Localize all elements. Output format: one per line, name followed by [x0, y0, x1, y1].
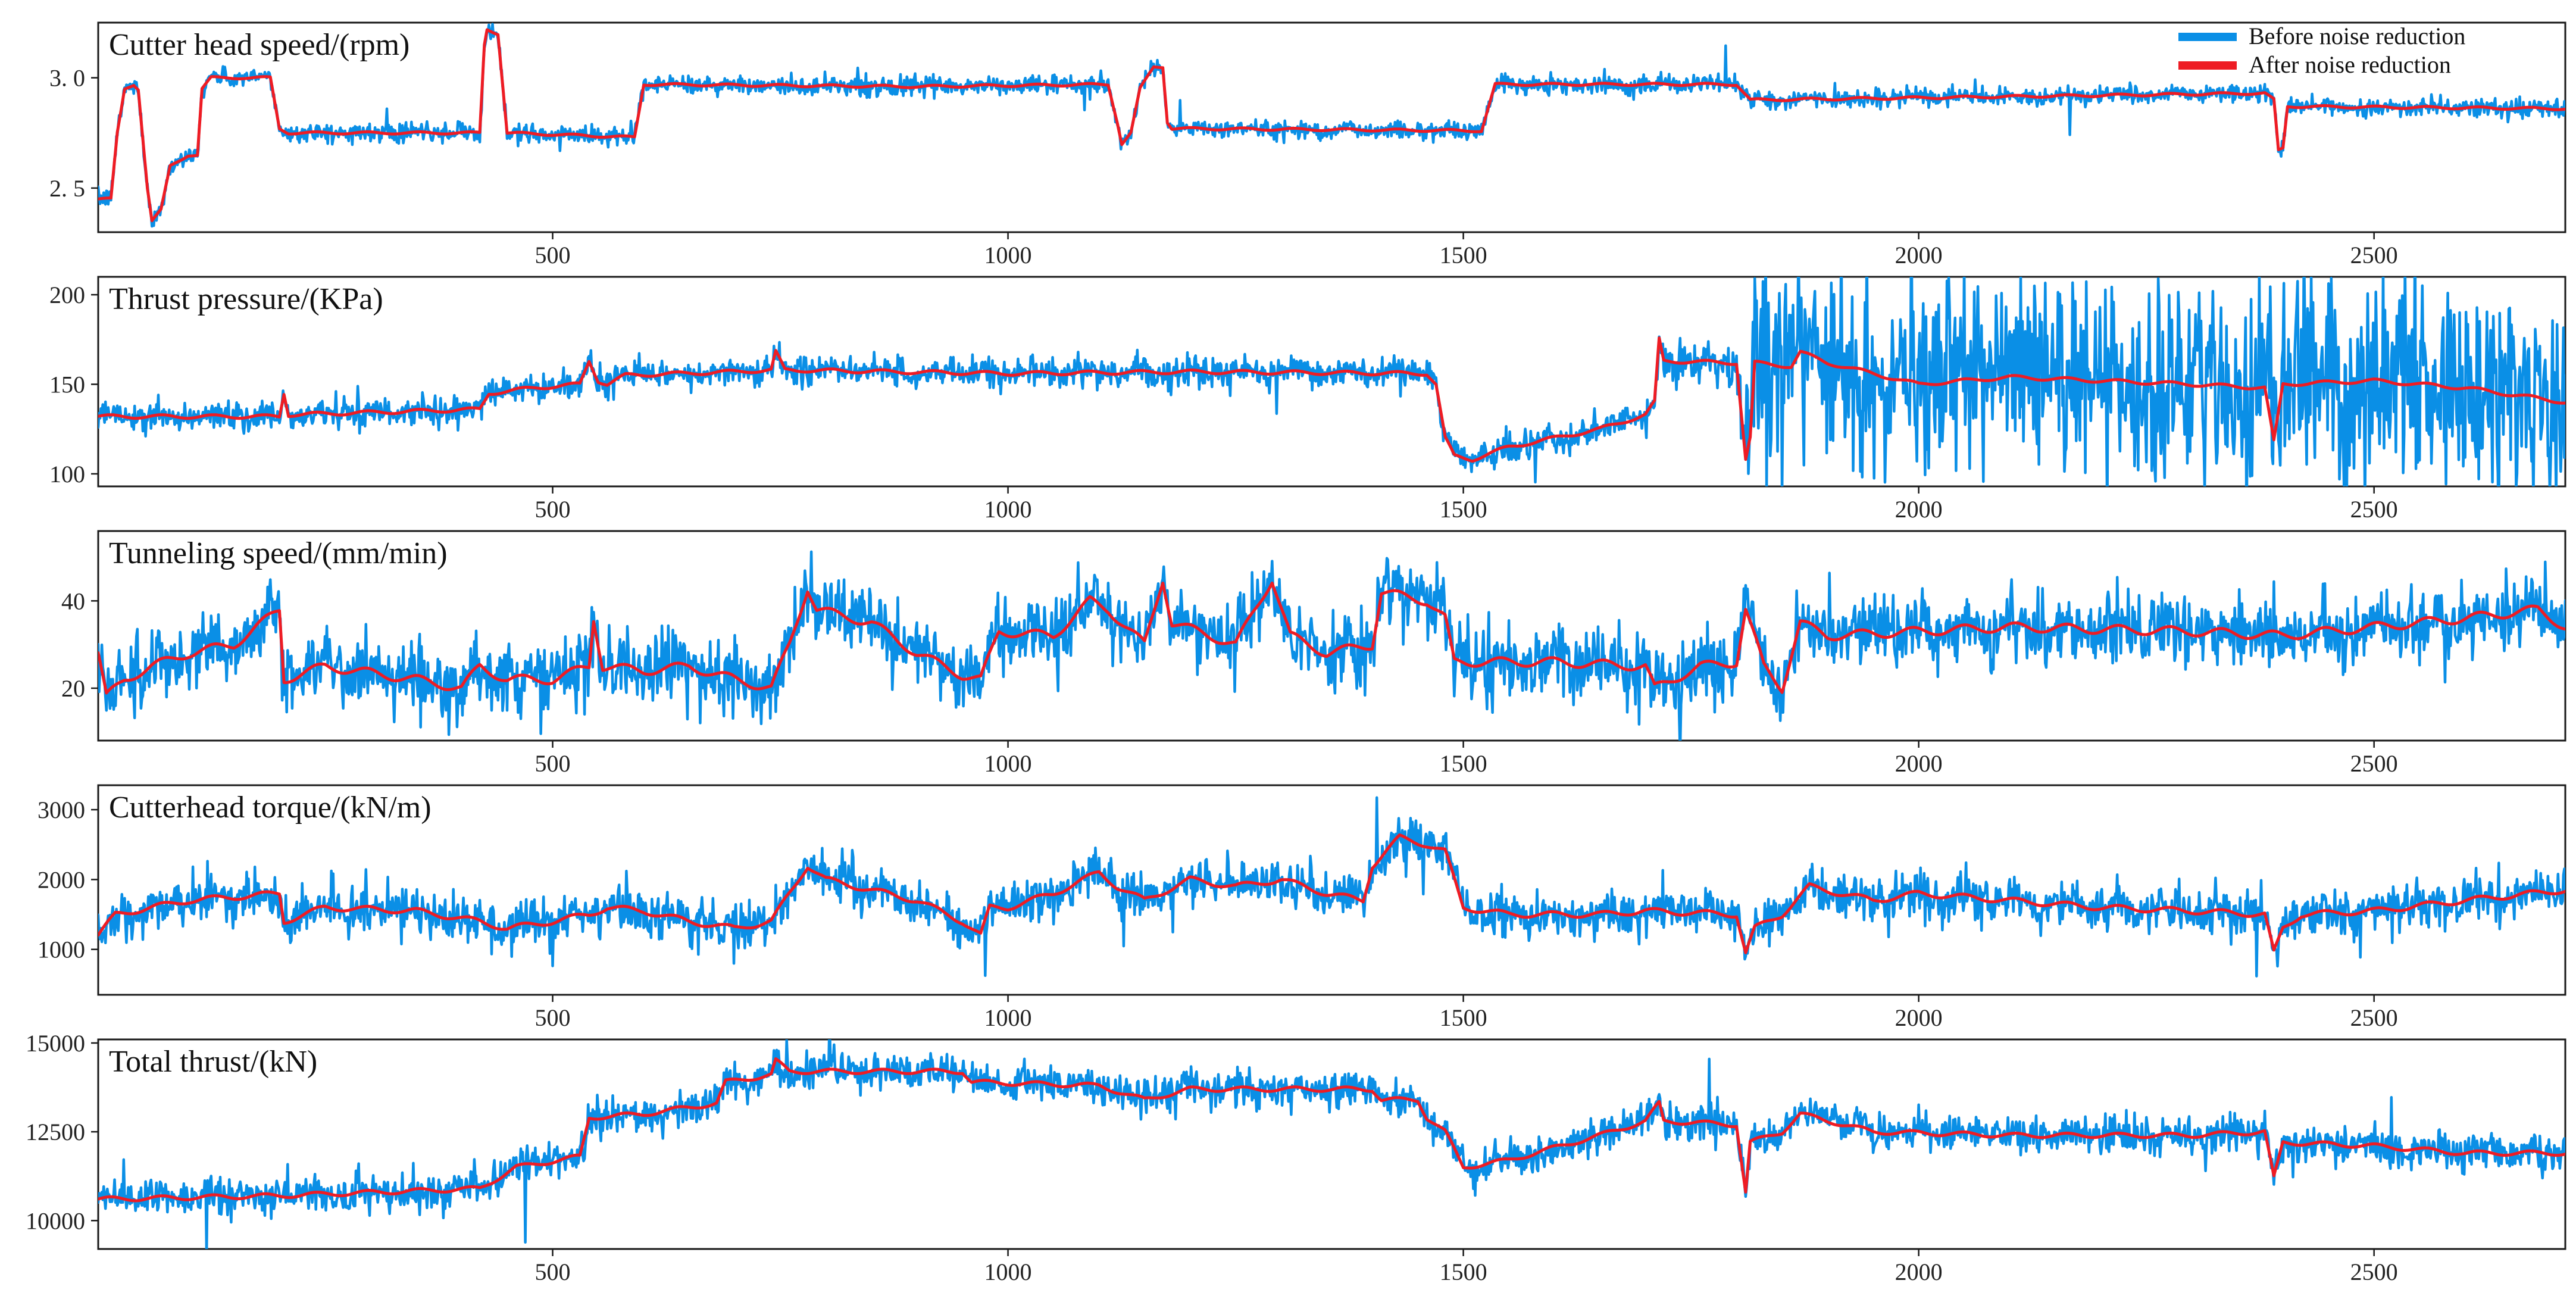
y-tick-label: 20	[61, 675, 85, 702]
x-tick-label: 1000	[984, 242, 1032, 268]
x-tick-label: 2500	[2350, 496, 2398, 523]
x-tick-label: 500	[535, 750, 571, 777]
x-tick-label: 500	[535, 496, 571, 523]
y-tick-label: 3. 0	[49, 65, 85, 92]
panel-3: 500 1000 1500 2000 2500 20 40 Tunneling speed/(…	[61, 530, 2566, 777]
series-after-noise-reduction	[98, 833, 2565, 954]
x-tick-label: 1500	[1440, 1259, 1487, 1285]
x-tick-label: 500	[535, 1259, 571, 1285]
series-before-noise-reduction	[98, 550, 2565, 741]
panel-title: Thrust pressure/(KPa)	[109, 282, 383, 316]
series-after-noise-reduction	[98, 1057, 2565, 1203]
y-tick-label: 150	[49, 371, 85, 398]
x-tick-label: 2000	[1895, 496, 1943, 523]
series-before-noise-reduction	[98, 796, 2565, 978]
panel-title: Cutterhead torque/(kN/m)	[109, 791, 432, 825]
series-after-noise-reduction	[98, 581, 2565, 695]
x-tick-label: 500	[535, 1004, 571, 1031]
series-before-noise-reduction	[98, 23, 2565, 228]
panel-title: Tunneling speed/(mm/min)	[109, 536, 448, 570]
y-tick-label: 10000	[26, 1207, 85, 1234]
x-tick-label: 2000	[1895, 242, 1943, 268]
x-tick-label: 1000	[984, 1259, 1032, 1285]
x-tick-label: 2500	[2350, 750, 2398, 777]
x-tick-label: 1000	[984, 750, 1032, 777]
legend-label-after: After noise reduction	[2249, 51, 2451, 78]
x-tick-label: 2000	[1895, 1259, 1943, 1285]
x-tick-label: 1500	[1440, 496, 1487, 523]
series-after-noise-reduction	[98, 336, 2565, 463]
y-tick-label: 3000	[37, 797, 85, 823]
series-before-noise-reduction	[98, 1039, 2565, 1249]
x-tick-label: 1000	[984, 496, 1032, 523]
y-tick-label: 40	[61, 588, 85, 614]
x-tick-label: 1000	[984, 1004, 1032, 1031]
x-tick-label: 2500	[2350, 242, 2398, 268]
y-tick-label: 15000	[26, 1030, 85, 1057]
x-tick-label: 2000	[1895, 1004, 1943, 1031]
plot-area-frame	[97, 21, 2566, 233]
panel-title: Cutter head speed/(rpm)	[109, 28, 409, 62]
panel-5: 500 1000 1500 2000 2500 10000 12500 15000 Total …	[26, 1030, 2566, 1285]
x-tick-label: 1500	[1440, 1004, 1487, 1031]
panel-2: 500 1000 1500 2000 2500 100 150 200 Thrust press…	[49, 276, 2566, 523]
x-tick-label: 500	[535, 242, 571, 268]
panel-4: 500 1000 1500 2000 2500 1000 2000 3000 Cutterhea…	[37, 784, 2566, 1031]
x-tick-label: 2500	[2350, 1259, 2398, 1285]
plot-area-frame	[97, 784, 2566, 996]
y-tick-label: 1000	[37, 936, 85, 963]
y-tick-label: 2000	[37, 866, 85, 893]
x-tick-label: 1500	[1440, 750, 1487, 777]
x-tick-label: 2000	[1895, 750, 1943, 777]
y-tick-label: 12500	[26, 1119, 85, 1145]
panel-1: 500 1000 1500 2000 2500 2. 5 3. 0 Cutter head s…	[49, 21, 2566, 268]
plot-area-frame	[97, 1038, 2566, 1250]
y-tick-label: 2. 5	[49, 175, 85, 202]
x-tick-label: 2500	[2350, 1004, 2398, 1031]
y-tick-label: 200	[49, 282, 85, 308]
panel-title: Total thrust/(kN)	[109, 1045, 317, 1079]
series-after-noise-reduction	[98, 28, 2565, 223]
x-tick-label: 1500	[1440, 242, 1487, 268]
legend-label-before: Before noise reduction	[2249, 23, 2465, 49]
y-tick-label: 100	[49, 461, 85, 488]
series-before-noise-reduction	[98, 277, 2565, 486]
